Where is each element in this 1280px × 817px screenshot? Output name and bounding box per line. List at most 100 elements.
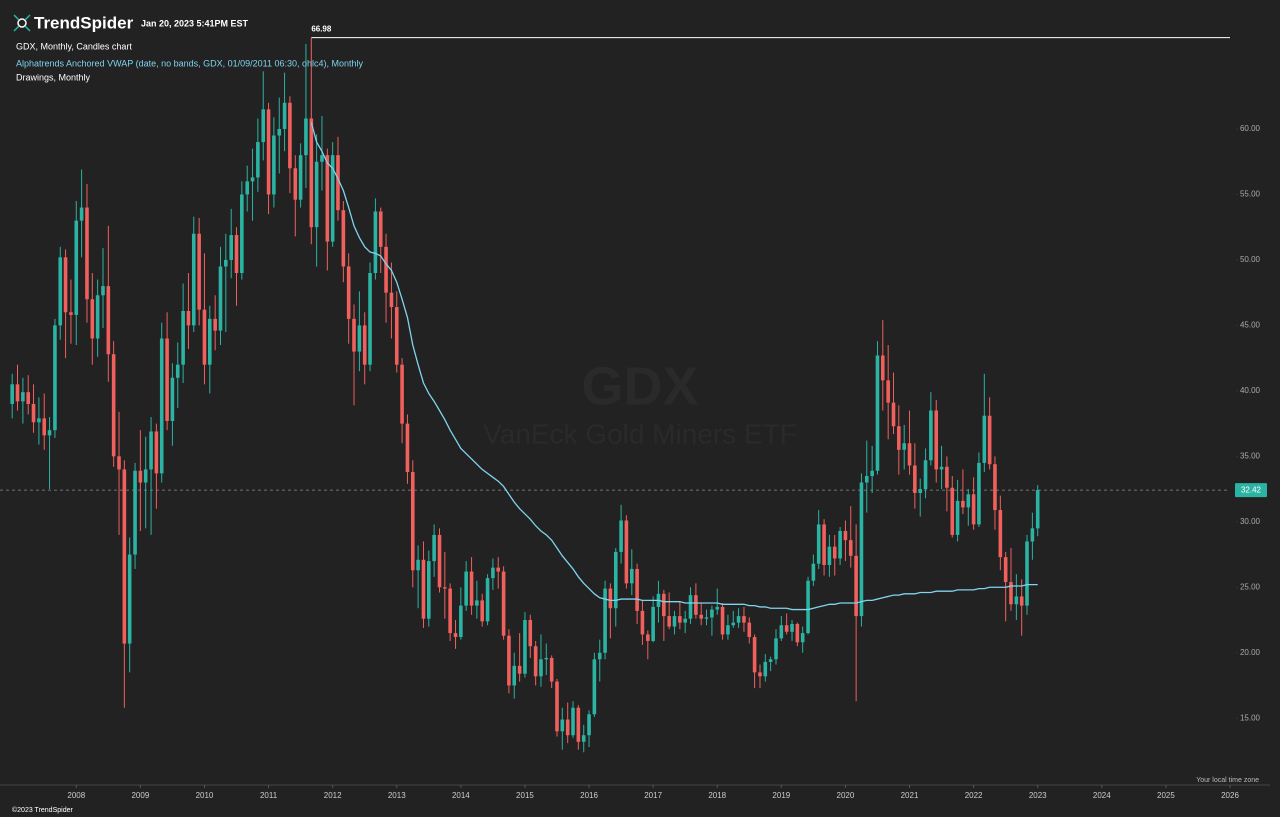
candle-body [58,257,63,326]
candle-body [539,659,543,677]
candle-body [907,443,912,466]
candle-body [875,355,880,471]
candle-body [469,571,474,606]
candle-body [111,354,116,457]
candle-body [459,605,463,638]
y-tick-label: 15.00 [1240,713,1261,722]
candle-body [256,142,260,178]
vwap-line [310,122,1038,611]
candle-body [752,637,757,673]
candle-body [870,470,874,476]
candle-body [186,310,191,326]
logo [13,14,31,32]
candle-body [710,609,714,618]
candle-body [608,588,613,609]
candle-body [843,530,848,541]
candle-body [213,318,217,331]
candle-body [619,520,623,552]
candle-body [544,657,549,660]
candle-body [715,606,720,610]
candle-body [400,364,404,424]
x-tick-label: 2009 [131,791,149,800]
candle-body [678,616,682,623]
timezone-note: Your local time zone [1196,777,1259,784]
candle-body [266,109,271,195]
candle-body [987,415,992,465]
candle-body [694,595,698,615]
x-tick-label: 2010 [196,791,214,800]
x-tick-label: 2021 [901,791,919,800]
candle-body [159,338,164,474]
candle-body [923,460,928,490]
y-tick-label: 50.00 [1240,255,1261,264]
candle-body [368,273,372,365]
candle-body [480,600,484,622]
candle-body [1003,557,1008,583]
candle-body [1009,582,1013,605]
candle-body [106,286,111,355]
candle-body [293,168,298,200]
candle-body [389,292,394,308]
candle-body [357,325,362,352]
candle-body [491,567,495,579]
candle-body [939,466,944,470]
candle-body [688,595,693,619]
candle-body [245,181,250,195]
candle-body [779,625,784,639]
y-tick-label: 30.00 [1240,517,1261,526]
x-tick-label: 2013 [388,791,406,800]
candle-body [993,464,997,511]
candle-body [832,546,837,559]
timestamp: Jan 20, 2023 5:41PM EST [141,18,249,28]
x-tick-label: 2020 [837,791,855,800]
x-tick-label: 2018 [708,791,726,800]
candle-body [341,210,346,267]
candle-body [768,659,773,662]
y-tick-label: 35.00 [1240,451,1261,460]
candle-body [207,318,212,365]
candle-body [533,646,538,677]
x-tick-label: 2022 [965,791,983,800]
x-tick-label: 2012 [324,791,342,800]
candle-body [918,489,923,493]
candle-body [763,661,768,677]
candle-body [982,415,987,463]
candle-body [720,606,725,635]
candle-body [891,402,896,427]
candle-body [592,659,597,715]
copyright: ©2023 TrendSpider [12,806,73,814]
candle-body [362,325,367,365]
candle-body [822,524,826,566]
candle-body [405,423,410,473]
y-tick-label: 20.00 [1240,648,1261,657]
candle-body [501,571,506,636]
candle-body [288,102,292,169]
candle-body [21,392,25,402]
candle-body [133,470,137,555]
candle-body [662,593,666,617]
candle-body [138,470,143,483]
candle-body [961,500,965,508]
x-tick-label: 2017 [644,791,662,800]
candle-body [410,472,415,571]
candle-body [683,618,687,623]
candle-body [191,233,196,326]
candle-body [53,325,57,431]
candle-body [421,559,426,619]
x-tick-label: 2016 [580,791,598,800]
candle-body [336,155,340,211]
candle-body [165,338,169,421]
candle-body [576,707,581,742]
candle-body [394,307,399,365]
candle-body [726,625,730,635]
candle-body [731,622,736,626]
candle-body [309,118,314,228]
candle-body [304,118,308,156]
candle-body [587,714,591,736]
plot-area: 2008 2009 2010 2011 2012 2013 2014 2015 2016 2017… [0,25,1270,800]
candle-body [998,510,1003,558]
candle-body [47,430,52,436]
candle-body [197,233,201,310]
y-tick-label: 60.00 [1240,124,1261,133]
